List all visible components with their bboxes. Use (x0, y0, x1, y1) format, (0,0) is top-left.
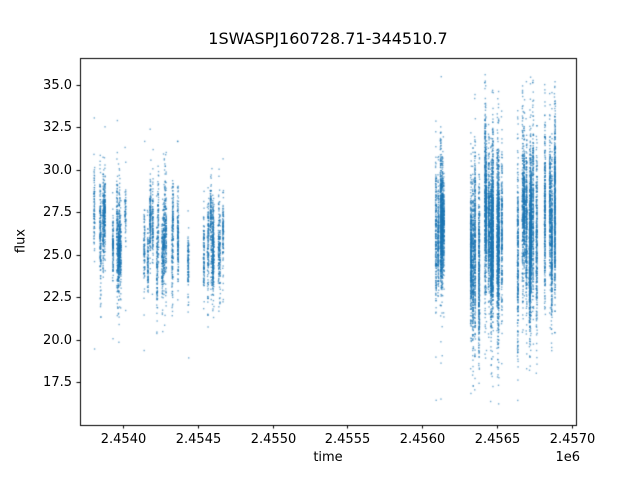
y-tick-label: 30.0 (43, 162, 72, 178)
y-tick-label: 32.5 (43, 119, 72, 135)
plot-title: 1SWASPJ160728.71-344510.7 (208, 29, 448, 48)
x-tick-label: 2.4570 (549, 432, 596, 447)
x-tick-label: 2.4545 (175, 432, 222, 447)
y-tick-label: 35.0 (43, 77, 72, 93)
y-tick-label: 17.5 (43, 374, 72, 390)
y-tick-label: 27.5 (43, 204, 72, 220)
x-axis-offset-label: 1e6 (555, 450, 580, 465)
x-axis-label: time (313, 450, 343, 465)
y-tick-label: 20.0 (43, 332, 72, 348)
y-tick-label: 22.5 (43, 289, 72, 305)
x-tick-label: 2.4560 (399, 432, 446, 447)
x-tick-label: 2.4540 (100, 432, 147, 447)
x-tick-label: 2.4550 (250, 432, 297, 447)
y-tick-label: 25.0 (43, 247, 72, 263)
x-tick-label: 2.4555 (324, 432, 371, 447)
x-tick-label: 2.4565 (474, 432, 521, 447)
